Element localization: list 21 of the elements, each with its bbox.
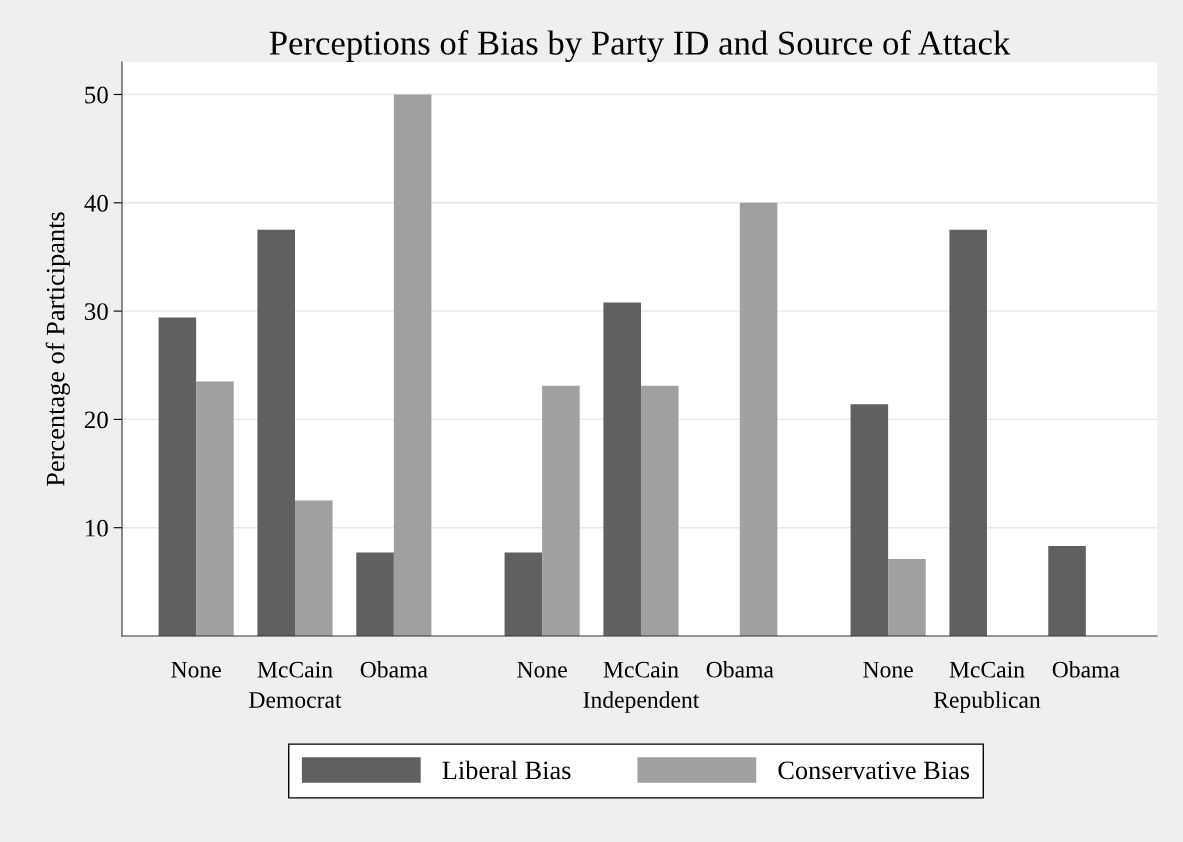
x-tick-label: Obama bbox=[360, 661, 428, 678]
y-tick-label: 10 bbox=[86, 519, 108, 537]
x-tick-label: McCain bbox=[603, 661, 679, 678]
x-tick-label: McCain bbox=[949, 661, 1025, 678]
text: Democrat bbox=[249, 692, 342, 708]
x-tick-label: None bbox=[863, 661, 913, 678]
x-tick-label: McCain bbox=[257, 661, 333, 678]
chart-title: Perceptions of Bias by Party ID and Source of Attack bbox=[269, 30, 1011, 62]
text: Independent bbox=[583, 691, 700, 713]
x-tick-label: Obama bbox=[706, 661, 774, 678]
y-tick-label: 30 bbox=[85, 303, 108, 321]
y-tick-label: 20 bbox=[84, 411, 108, 429]
x-tick-label: None bbox=[517, 661, 567, 678]
x-tick-label: None bbox=[171, 661, 221, 678]
x-tick-label: Obama bbox=[1052, 661, 1120, 678]
text: Republican bbox=[933, 691, 1041, 713]
y-axis-title: Percentage of Participants bbox=[45, 212, 70, 486]
y-tick-label: 40 bbox=[84, 194, 108, 212]
y-tick-label: 50 bbox=[85, 86, 108, 104]
legend-label: Conservative Bias bbox=[778, 761, 970, 780]
legend-label: Liberal Bias bbox=[442, 760, 571, 780]
